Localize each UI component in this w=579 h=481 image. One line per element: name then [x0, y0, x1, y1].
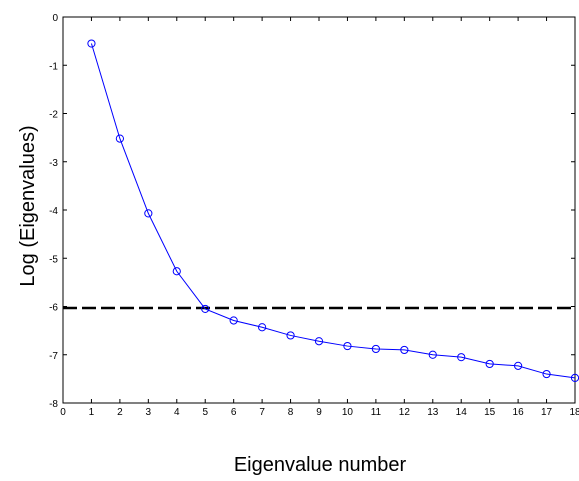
- x-tick-label: 0: [60, 407, 66, 418]
- y-tick-label: -5: [49, 254, 58, 265]
- series-line: [90, 43, 576, 379]
- data-point: [229, 316, 238, 325]
- x-tick-label: 10: [342, 407, 354, 418]
- x-tick-label: 17: [541, 407, 553, 418]
- y-tick-label: -8: [49, 399, 58, 410]
- x-tick-label: 1: [89, 407, 95, 418]
- data-point: [542, 369, 551, 379]
- x-tick-label: 8: [288, 407, 294, 418]
- x-tick-label: 9: [316, 407, 322, 418]
- x-tick-label: 7: [259, 407, 265, 418]
- y-tick-label: 0: [52, 13, 58, 24]
- data-point: [87, 39, 96, 48]
- y-tick-label: -6: [49, 303, 58, 314]
- x-tick-label: 16: [513, 407, 525, 418]
- data-point: [115, 134, 124, 143]
- x-tick-label: 11: [371, 407, 382, 418]
- x-tick-label: 18: [569, 407, 579, 418]
- x-tick-label: 14: [456, 407, 468, 418]
- y-tick-label: -7: [49, 351, 58, 362]
- y-tick-label: -4: [49, 206, 58, 217]
- x-tick-label: 2: [117, 407, 123, 418]
- data-point: [371, 344, 380, 354]
- y-tick-label: -2: [49, 110, 58, 121]
- data-point: [400, 345, 409, 355]
- x-tick-label: 6: [231, 407, 237, 418]
- data-point: [258, 323, 267, 332]
- x-axis-title: Eigenvalue number: [234, 454, 407, 476]
- y-tick-label: -1: [49, 61, 58, 72]
- data-point: [457, 353, 466, 362]
- data-point: [314, 337, 324, 346]
- x-tick-label: 15: [484, 407, 496, 418]
- plot-area: 0 1 2 3 4 5 6 7 8 9 10 11 12 13 14 15 16 17 180-1-2-3-4-5-…: [49, 13, 579, 418]
- data-point: [144, 209, 153, 218]
- x-tick-label: 3: [146, 407, 152, 418]
- x-tick-label: 5: [202, 407, 208, 418]
- x-tick-label: 12: [399, 407, 411, 418]
- data-point: [428, 350, 437, 359]
- data-point: [172, 267, 181, 276]
- data-point: [343, 341, 352, 351]
- data-point: [514, 361, 523, 370]
- y-tick-label: -3: [49, 158, 58, 169]
- x-tick-label: 4: [174, 407, 180, 418]
- data-point: [485, 359, 494, 369]
- y-axis-title: Log (Eigenvalues): [17, 125, 39, 286]
- x-tick-label: 13: [427, 407, 439, 418]
- data-point: [201, 304, 210, 314]
- data-point: [286, 331, 295, 340]
